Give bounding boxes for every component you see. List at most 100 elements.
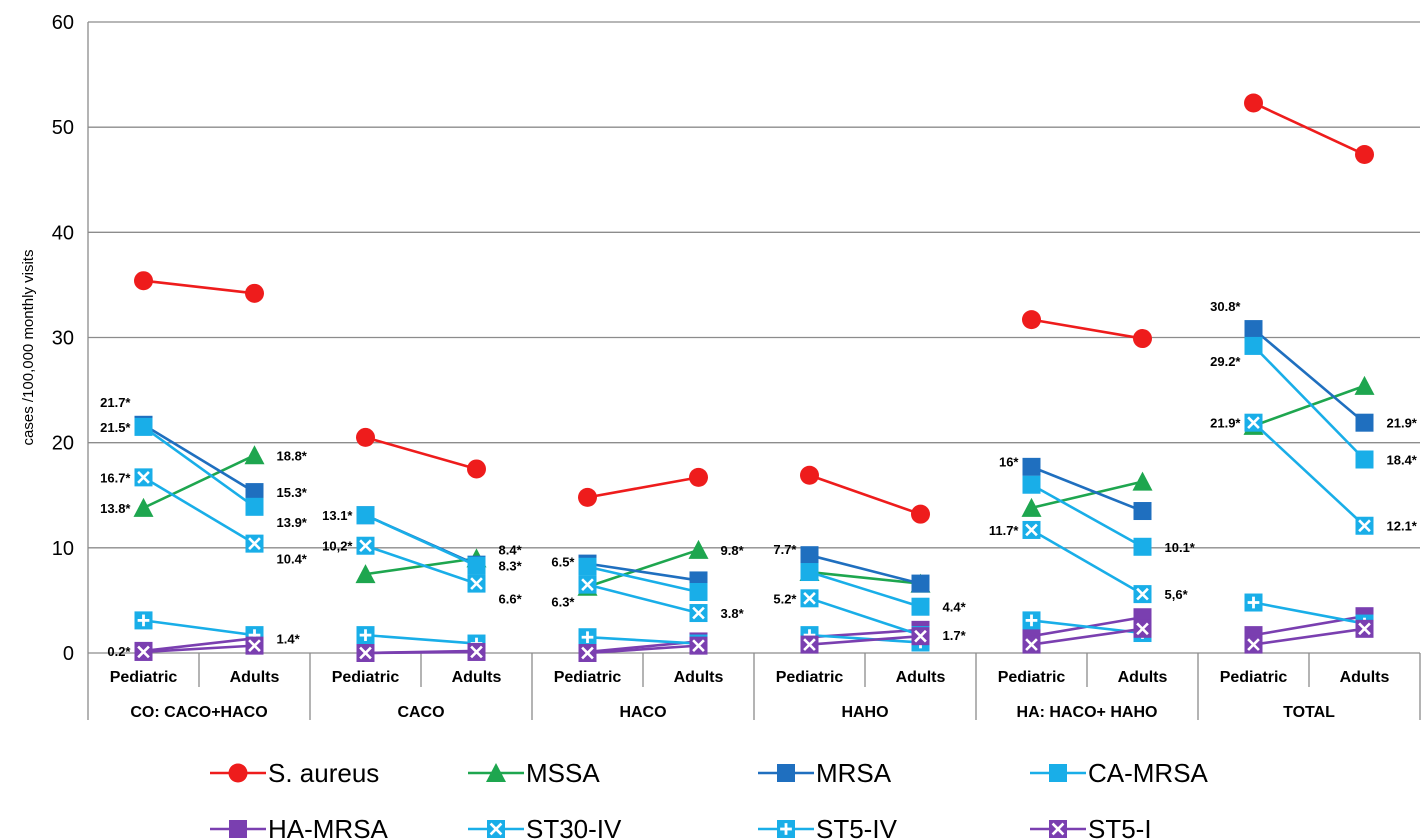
data-point-st5-i [467, 642, 486, 661]
data-label: 4.4* [943, 600, 967, 615]
data-point-st5-i [800, 635, 819, 654]
series-st5-i [134, 619, 1374, 662]
data-point-st5-i [578, 644, 597, 662]
series-line-segment [587, 635, 699, 645]
data-point-ca-mrsa [911, 597, 930, 616]
data-label: 6.6* [499, 592, 523, 607]
series-line-segment [142, 454, 256, 510]
legend-label: MSSA [526, 758, 600, 788]
legend-label: ST30-IV [526, 814, 622, 840]
data-point-ca-mrsa [689, 583, 708, 602]
series-s-aureus [134, 93, 1374, 524]
legend-label: CA-MRSA [1088, 758, 1209, 788]
data-label: 21.7* [100, 395, 131, 410]
legend-marker [228, 763, 248, 783]
data-point-st30-iv [1133, 585, 1152, 604]
y-tick-label: 10 [52, 538, 74, 560]
series-line-segment [143, 636, 255, 653]
data-point-st5-i [356, 644, 375, 662]
series-line-segment [364, 514, 478, 567]
series-line-segment [809, 597, 921, 637]
data-point-ca-mrsa [134, 417, 153, 436]
group-label: HACO [619, 704, 666, 721]
subcategory-label: Adults [1118, 669, 1168, 686]
data-label: 6.3* [551, 595, 575, 610]
series-line-segment [1030, 528, 1144, 596]
data-point-ca-mrsa [1133, 537, 1152, 556]
data-label: 30.8* [1210, 299, 1241, 314]
data-point-ca-mrsa [800, 563, 819, 582]
legend-label: ST5-I [1088, 814, 1152, 840]
series-line-segment [809, 570, 921, 608]
data-point-st30-iv [1022, 520, 1041, 539]
data-point-s-aureus [689, 467, 708, 487]
data-point-st5-i [134, 642, 153, 661]
legend-label: HA-MRSA [268, 814, 389, 840]
data-point-s-aureus [245, 283, 264, 303]
data-point-ca-mrsa [245, 497, 264, 516]
legend-marker [487, 820, 505, 838]
data-point-st5-i [1355, 619, 1374, 638]
data-label: 10.4* [277, 552, 308, 567]
data-point-ca-mrsa [1355, 450, 1374, 469]
data-label: 16.7* [100, 470, 131, 485]
legend-marker [1049, 764, 1067, 782]
series-line-segment [143, 619, 255, 637]
data-label: 18.8* [277, 448, 308, 463]
series-line-segment [587, 562, 699, 582]
y-axis-ticks: 0 10 20 30 40 50 60 [52, 12, 74, 665]
data-point-mssa [1021, 497, 1042, 517]
subcategory-label: Pediatric [554, 669, 622, 686]
series-line-segment [365, 544, 477, 585]
legend-item-mssa: MSSA [468, 758, 600, 788]
data-point-mssa [355, 564, 376, 584]
series-line-segment [587, 565, 699, 594]
data-point-mrsa [245, 483, 264, 502]
subcategory-label: Adults [1340, 669, 1390, 686]
series-line-segment [1253, 384, 1365, 428]
group-label: HAHO [841, 704, 888, 721]
legend: S. aureus MSSA MRSA CA-MRSA HA-MRSA ST30-IV ST… [210, 758, 1209, 840]
data-point-st30-iv [356, 536, 375, 555]
group-label: CO: CACO+HACO [130, 704, 267, 721]
data-label: 21.9* [1387, 416, 1418, 431]
data-point-mrsa [1355, 413, 1374, 432]
data-point-s-aureus [134, 271, 153, 291]
data-point-st5-iv [356, 626, 375, 645]
legend-item-st5-iv: ST5-IV [758, 814, 898, 840]
subcategory-label: Adults [896, 669, 946, 686]
data-label: 0.2* [107, 644, 131, 659]
gridlines [87, 21, 1420, 654]
subcategory-label: Pediatric [332, 669, 400, 686]
data-point-mssa [244, 445, 265, 465]
data-label: 21.9* [1210, 416, 1241, 431]
subcategory-label: Adults [452, 669, 502, 686]
group-label: HA: HACO+ HAHO [1017, 704, 1158, 721]
data-label: 5,6* [1165, 587, 1189, 602]
data-point-st5-i [1022, 635, 1041, 654]
data-labels: 21.7* 21.5* 16.7* 13.8* 0.2* 18.8* 15.3* 13.9* 1… [100, 299, 1418, 659]
series-line-segment [1031, 627, 1143, 646]
data-label: 11.7* [989, 523, 1020, 538]
data-label: 15.3* [277, 485, 308, 500]
legend-item-mrsa: MRSA [758, 758, 892, 788]
series-line-segment [365, 557, 477, 576]
data-point-st30-iv [134, 468, 153, 487]
y-tick-label: 50 [52, 117, 74, 139]
data-point-s-aureus [1022, 310, 1041, 330]
legend-item-st5-i: ST5-I [1030, 814, 1152, 840]
data-label: 13.9* [277, 515, 308, 530]
data-point-s-aureus [1355, 145, 1374, 165]
series-line-segment [1031, 480, 1143, 510]
subcategory-label: Pediatric [998, 669, 1066, 686]
data-point-mrsa [1244, 320, 1263, 339]
data-point-st30-iv [578, 575, 597, 594]
group-label: CACO [397, 704, 444, 721]
series-line-segment [1252, 345, 1366, 461]
data-label: 8.4* [499, 543, 523, 558]
data-label: 1.4* [277, 631, 301, 646]
legend-marker [1049, 820, 1067, 838]
legend-marker [229, 820, 247, 838]
series-line-segment [809, 570, 921, 585]
series-line-segment [587, 583, 699, 615]
